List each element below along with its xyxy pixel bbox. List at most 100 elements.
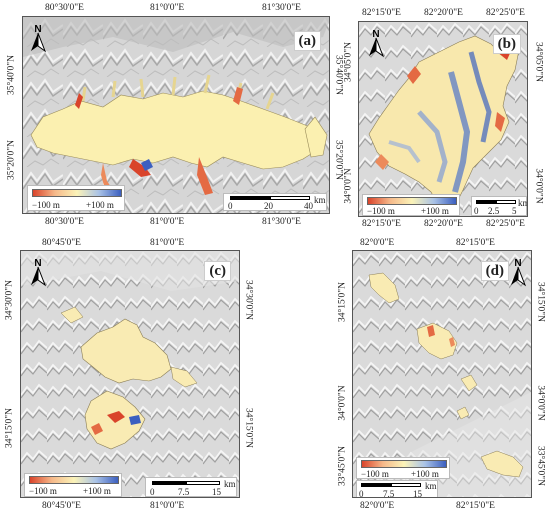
- panel-d-north-label: N: [514, 258, 521, 269]
- panel-d-left-tick-2: 34°0'0"N: [337, 385, 348, 421]
- panel-d-glacier-area-3: [460, 374, 478, 392]
- panel-c-right-tick-2: 34°15'0"N: [243, 408, 254, 448]
- panel-d-right-tick-3: 33°45'0"N: [535, 446, 546, 486]
- panel-a-legend-min: −100 m: [32, 200, 60, 210]
- panel-d-glacier-area-4: [480, 450, 524, 478]
- panel-a-scale-bar: 0 20 40 km: [223, 193, 327, 211]
- panel-a-legend-max: +100 m: [86, 200, 114, 210]
- panel-d-top-tick-2: 82°15'0"E: [456, 238, 495, 248]
- panel-b-legend: −100 m +100 m: [362, 194, 460, 216]
- panel-a-bottom-tick-2: 81°0'0"E: [150, 217, 185, 227]
- panel-c-legend: −100 m +100 m: [24, 473, 122, 497]
- panel-b-top-tick-3: 82°25'0"E: [486, 8, 525, 18]
- panel-c-gain-1: [129, 415, 141, 425]
- panel-c-loss-2: [91, 423, 103, 435]
- panel-b-bottom-tick-2: 82°20'0"E: [424, 219, 463, 229]
- panel-d-scale-bar: 0 7.5 15 km: [356, 480, 438, 498]
- panel-b-legend-min: −100 m: [367, 206, 395, 216]
- panel-b-right-tick-1: 34°05'0"N: [533, 42, 544, 82]
- panel-a-right-tick-1: 35°40'0"N: [333, 55, 344, 95]
- panel-b-bottom-tick-1: 82°15'0"E: [362, 219, 401, 229]
- panel-d-loss-1: [427, 325, 435, 337]
- panel-b-top-tick-2: 82°20'0"E: [424, 8, 463, 18]
- panel-c-loss-1: [107, 411, 125, 423]
- panel-d-left-tick-3: 33°45'0"N: [337, 446, 348, 486]
- panel-a-legend-ramp: [32, 189, 122, 197]
- panel-b-left-tick-2: 34°0'0"N: [343, 168, 354, 204]
- panel-b-right-tick-2: 34°0'0"N: [533, 168, 544, 204]
- panel-c-relief: [21, 251, 239, 497]
- panel-a-top-tick-2: 81°0'0"E: [150, 3, 185, 13]
- panel-d-scale-unit: km: [425, 481, 437, 491]
- panel-a-scale-1: 20: [264, 201, 273, 211]
- north-arrow-icon: N: [511, 258, 527, 287]
- panel-c-left-tick-1: 34°30'0"N: [4, 280, 15, 320]
- panel-a-right-tick-2: 35°20'0"N: [333, 140, 344, 180]
- panel-a-bottom-tick-1: 80°30'0"E: [45, 217, 84, 227]
- panel-a-loss-5: [101, 163, 111, 189]
- panel-a-left-tick-2: 35°20'0"N: [6, 140, 17, 180]
- panel-a-label: (a): [293, 31, 321, 51]
- panel-d-left-tick-1: 34°15'0"N: [337, 282, 348, 322]
- panel-a-gain-1: [141, 159, 153, 171]
- panel-c-legend-max: +100 m: [83, 486, 111, 496]
- panel-d-right-tick-1: 34°15'0"N: [535, 282, 546, 322]
- panel-d-scale-2: 15: [413, 489, 422, 498]
- panel-a-map: (a) N −100 m +100 m 0 20 40 km: [22, 16, 330, 214]
- panel-c-scale-2: 15: [212, 487, 221, 497]
- panel-b-label: (b): [492, 34, 521, 54]
- panel-b-map: (b) N −100 m +100 m 0 2.5 5 km: [358, 21, 528, 217]
- panel-b-scale-1: 2.5: [488, 206, 500, 216]
- panel-d-legend: −100 m +100 m: [356, 457, 450, 479]
- panel-a-scale-2: 40: [304, 201, 313, 211]
- panel-c-legend-min: −100 m: [29, 486, 57, 496]
- panel-d-legend-max: +100 m: [411, 469, 439, 479]
- panel-c-glacier-area-1: [80, 318, 172, 384]
- panel-c-label: (c): [204, 261, 231, 281]
- panel-d-bottom-tick-2: 82°15'0"E: [456, 501, 495, 511]
- panel-b-scale-2: 5: [512, 206, 517, 216]
- panel-c-scale-1: 7.5: [178, 487, 190, 497]
- north-arrow-icon: N: [369, 29, 385, 58]
- panel-b-scale-0: 0: [474, 206, 479, 216]
- panel-d-loss-2: [449, 337, 455, 347]
- panel-c-top-tick-2: 81°0'0"E: [150, 238, 185, 248]
- panel-a-loss-1: [75, 93, 83, 109]
- panel-a-bottom-tick-3: 81°30'0"E: [262, 217, 301, 227]
- panel-b-top-tick-1: 82°15'0"E: [362, 8, 401, 18]
- panel-d-legend-min: −100 m: [361, 469, 389, 479]
- panel-d-legend-ramp: [361, 460, 447, 468]
- panel-a-loss-4: [233, 87, 243, 105]
- panel-b-loss-4: [375, 154, 389, 170]
- panel-b-legend-max: +100 m: [421, 206, 449, 216]
- panel-d-scale-1: 7.5: [383, 489, 395, 498]
- panel-b-loss-3: [495, 112, 505, 132]
- panel-d-right-tick-2: 34°0'0"N: [535, 385, 546, 421]
- panel-c-scale-unit: km: [224, 479, 236, 489]
- panel-a-scale-unit: km: [314, 195, 326, 205]
- panel-a-left-tick-1: 35°40'0"N: [6, 55, 17, 95]
- panel-d-map: (d) N −100 m +100 m 0 7.5 15 km: [352, 250, 532, 498]
- panel-d-label: (d): [480, 261, 509, 281]
- north-arrow-icon: N: [31, 24, 47, 53]
- panel-b-north-label: N: [372, 29, 379, 40]
- panel-c-bottom-tick-2: 81°0'0"E: [150, 501, 185, 511]
- panel-d-glacier-area-2: [416, 322, 458, 360]
- panel-c-top-tick-1: 80°45'0"E: [42, 238, 81, 248]
- panel-a-scale-0: 0: [228, 201, 233, 211]
- panel-b-bottom-tick-3: 82°25'0"E: [486, 219, 525, 229]
- north-arrow-icon: N: [31, 258, 47, 287]
- panel-c-north-label: N: [34, 258, 41, 269]
- panel-b-scale-unit: km: [518, 198, 527, 208]
- panel-d-glacier-area-1: [368, 272, 400, 304]
- panel-b-scale-bar: 0 2.5 5 km: [471, 196, 527, 216]
- panel-d-top-tick-1: 82°0'0"E: [360, 238, 395, 248]
- panel-a-loss-2: [129, 159, 151, 177]
- panel-a-top-tick-1: 80°30'0"E: [45, 3, 84, 13]
- panel-c-left-tick-2: 34°15'0"N: [4, 408, 15, 448]
- panel-a-relief: [23, 17, 329, 213]
- panel-b-left-tick-1: 34°05'0"N: [343, 42, 354, 82]
- panel-c-bottom-tick-1: 80°45'0"E: [42, 501, 81, 511]
- panel-a-top-tick-3: 81°30'0"E: [262, 3, 301, 13]
- panel-b-loss-2: [407, 66, 421, 84]
